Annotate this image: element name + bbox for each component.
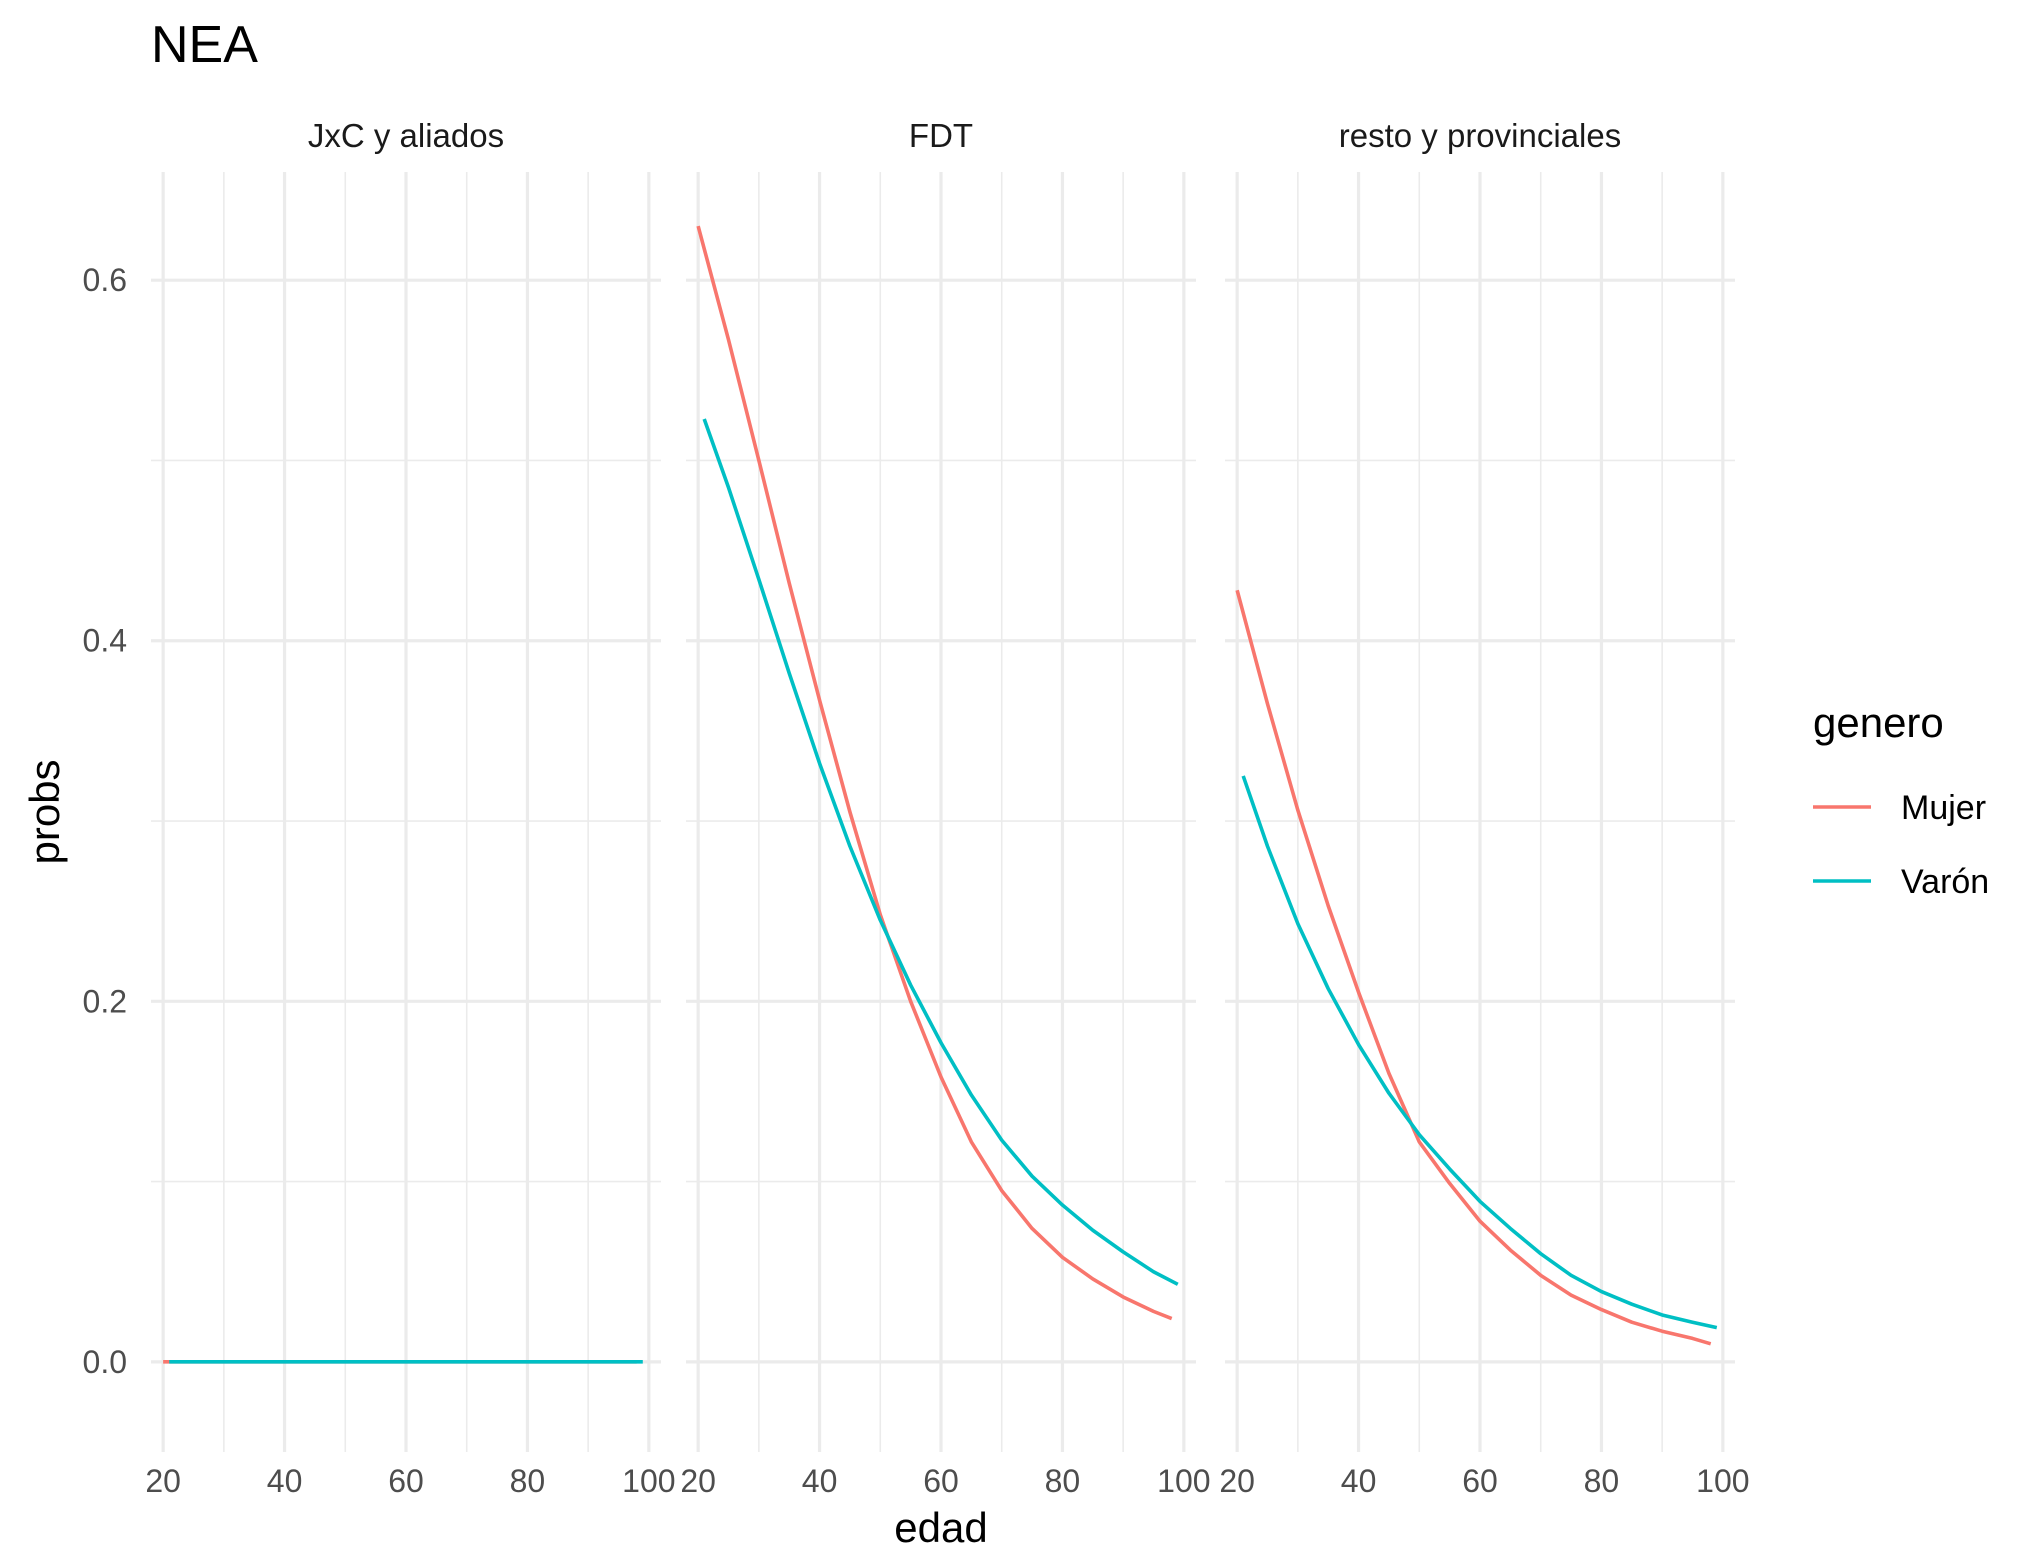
x-tick-label: 20: [680, 1463, 716, 1499]
legend-label: Mujer: [1901, 789, 1986, 827]
facet-strip-label: FDT: [909, 117, 973, 154]
x-tick-label: 80: [1045, 1463, 1081, 1499]
legend-entry: Mujer: [1813, 789, 1986, 827]
x-tick-label: 60: [923, 1463, 959, 1499]
y-axis-ticks: 0.0 0.2 0.4 0.6: [83, 262, 127, 1380]
series-line-mujer: [696, 225, 1173, 1321]
y-tick-label: 0.2: [83, 983, 127, 1019]
legend: genero Mujer Varón: [1813, 699, 1989, 901]
y-tick-label: 0.4: [83, 623, 127, 659]
legend-entry: Varón: [1813, 863, 1989, 901]
x-tick-label: 60: [388, 1463, 424, 1499]
x-tick-label: 100: [622, 1463, 675, 1499]
series-line-mujer: [1235, 589, 1712, 1346]
chart-title: NEA: [151, 16, 258, 74]
x-tick-label: 80: [510, 1463, 546, 1499]
x-tick-label: 100: [1157, 1463, 1210, 1499]
x-tick-label: 80: [1584, 1463, 1620, 1499]
facet-panel: JxC y aliados 20 40 60 80 100: [145, 117, 675, 1499]
facet-strip-label: JxC y aliados: [308, 117, 504, 154]
legend-label: Varón: [1901, 863, 1989, 901]
x-tick-label: 60: [1462, 1463, 1498, 1499]
x-axis-title: edad: [894, 1504, 987, 1551]
x-tick-label: 40: [267, 1463, 303, 1499]
y-tick-label: 0.0: [83, 1344, 127, 1380]
series-line-varon: [1241, 775, 1718, 1330]
x-tick-label: 20: [1219, 1463, 1255, 1499]
x-tick-label: 20: [145, 1463, 181, 1499]
x-tick-label: 100: [1696, 1463, 1749, 1499]
legend-entries: Mujer Varón: [1813, 789, 1989, 901]
x-tick-label: 40: [802, 1463, 838, 1499]
facet-panel: FDT 20 40 60 80 100: [680, 117, 1210, 1499]
y-axis-title: probs: [21, 759, 68, 864]
y-tick-label: 0.6: [83, 262, 127, 298]
legend-title: genero: [1813, 699, 1944, 746]
x-tick-label: 40: [1341, 1463, 1377, 1499]
facet-panel: resto y provinciales 20 40 60 80 100: [1219, 117, 1749, 1499]
series-line-varon: [702, 418, 1179, 1286]
facet-strip-label: resto y provinciales: [1339, 117, 1621, 154]
